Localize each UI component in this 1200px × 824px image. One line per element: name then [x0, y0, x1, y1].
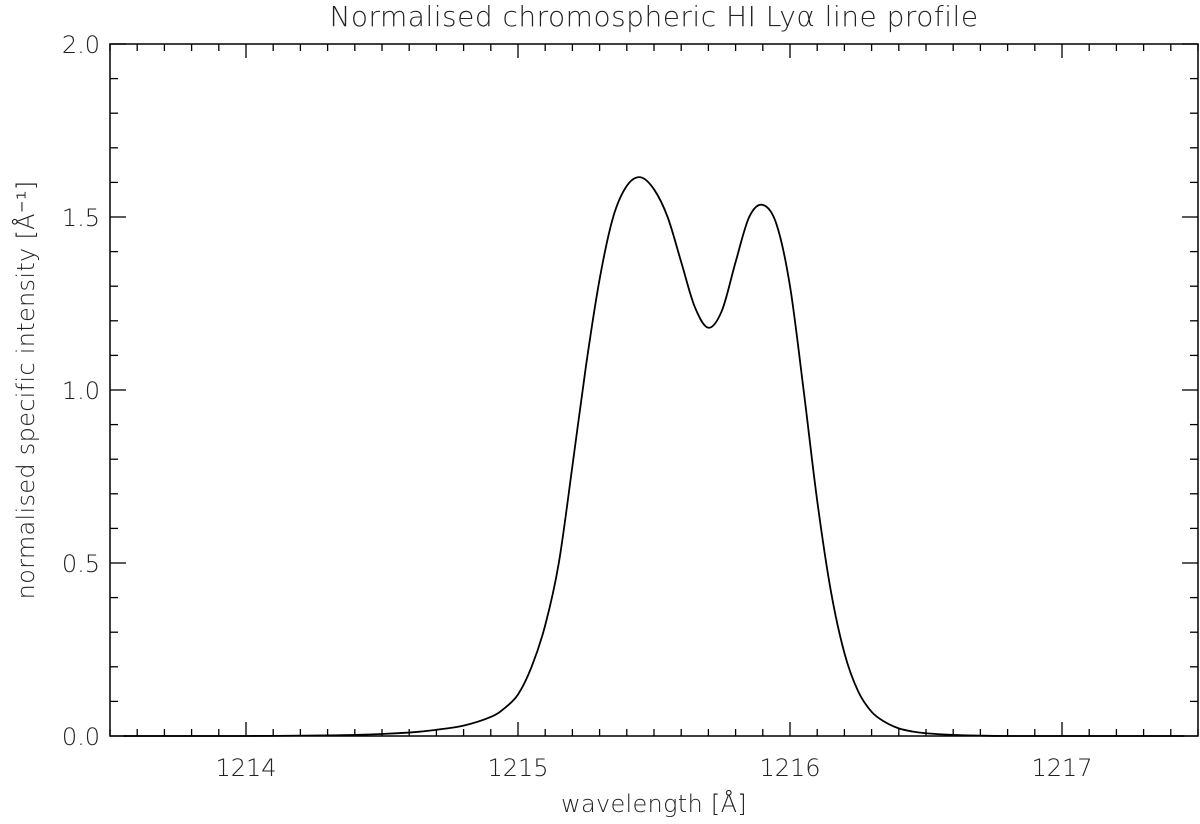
- x-axis-label: wavelength [Å]: [561, 789, 747, 818]
- y-tick-label: 2.0: [62, 31, 100, 59]
- axis-tick-labels: 1214 1215 1216 1217 0.0 0.5 1.0 1.5 2.0: [62, 31, 1093, 782]
- x-tick-label: 1217: [1031, 754, 1092, 782]
- axis-ticks: [109, 43, 1199, 737]
- y-tick-label: 0.5: [62, 550, 100, 578]
- plot-frame: [109, 43, 1199, 737]
- line-profile-series: [123, 176, 1185, 737]
- y-tick-label: 1.0: [62, 377, 100, 405]
- x-tick-label: 1214: [215, 754, 276, 782]
- y-tick-label: 0.0: [62, 723, 100, 751]
- y-tick-label: 1.5: [62, 204, 100, 232]
- y-axis-label: normalised specific intensity [Å⁻¹]: [11, 181, 40, 600]
- x-tick-label: 1216: [759, 754, 820, 782]
- chart-title: Normalised chromospheric HI Lyα line pro…: [329, 0, 978, 33]
- x-tick-label: 1215: [487, 754, 548, 782]
